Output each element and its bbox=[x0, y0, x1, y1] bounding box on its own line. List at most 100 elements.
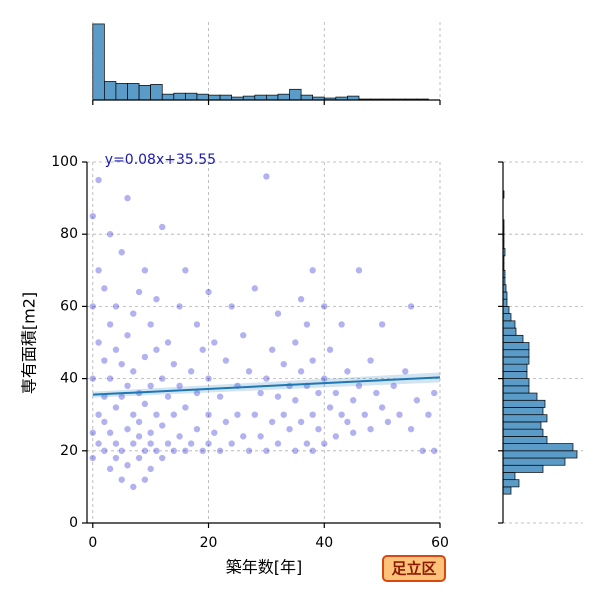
histogram-bar bbox=[502, 486, 512, 495]
point bbox=[94, 338, 103, 347]
point bbox=[251, 410, 259, 419]
point bbox=[216, 392, 224, 401]
point bbox=[88, 212, 97, 220]
histogram-bar bbox=[502, 399, 546, 408]
point bbox=[117, 248, 126, 257]
point bbox=[308, 410, 317, 419]
point bbox=[141, 475, 149, 484]
point bbox=[349, 396, 357, 405]
histogram-bar bbox=[502, 334, 524, 343]
point bbox=[100, 418, 109, 426]
point bbox=[112, 403, 120, 412]
point bbox=[100, 446, 109, 455]
point bbox=[239, 432, 248, 441]
histogram-bar bbox=[502, 371, 528, 379]
point bbox=[146, 320, 155, 329]
point bbox=[146, 428, 155, 437]
point bbox=[303, 320, 311, 329]
point bbox=[343, 367, 352, 376]
point bbox=[146, 439, 155, 448]
point bbox=[279, 410, 288, 419]
point bbox=[123, 382, 132, 390]
point bbox=[106, 428, 114, 437]
point bbox=[88, 454, 97, 462]
point bbox=[314, 389, 323, 397]
point bbox=[129, 367, 138, 376]
annotation: y=0.08x+35.55 bbox=[105, 152, 216, 168]
point bbox=[297, 295, 305, 303]
point bbox=[181, 403, 190, 412]
point bbox=[88, 428, 97, 437]
point bbox=[245, 446, 253, 455]
y-tick-label: 100 bbox=[51, 154, 78, 170]
histogram-bar bbox=[502, 414, 548, 423]
point bbox=[204, 288, 213, 296]
point bbox=[233, 410, 242, 419]
point bbox=[117, 360, 126, 368]
point bbox=[222, 356, 230, 365]
histogram-bar bbox=[502, 356, 530, 365]
point bbox=[129, 410, 138, 419]
histogram-bar bbox=[502, 342, 530, 351]
histogram-bar bbox=[300, 94, 314, 101]
point bbox=[164, 439, 172, 448]
point bbox=[320, 374, 329, 383]
histogram-bar bbox=[185, 92, 198, 101]
histogram-bar bbox=[502, 363, 528, 372]
histogram-bar bbox=[502, 464, 544, 473]
point bbox=[256, 389, 265, 397]
point bbox=[141, 446, 149, 455]
point bbox=[123, 331, 132, 340]
point bbox=[366, 425, 375, 433]
point bbox=[227, 302, 236, 311]
point bbox=[285, 425, 294, 433]
histogram-bar bbox=[161, 93, 175, 101]
point bbox=[210, 338, 219, 347]
histogram-bar bbox=[277, 93, 290, 101]
point bbox=[181, 446, 190, 455]
point bbox=[141, 266, 149, 275]
point bbox=[343, 418, 352, 426]
point bbox=[193, 320, 201, 329]
point bbox=[320, 302, 329, 311]
point bbox=[112, 454, 120, 462]
point bbox=[372, 389, 381, 397]
point bbox=[279, 360, 288, 368]
point bbox=[274, 392, 282, 401]
point bbox=[389, 382, 398, 390]
histogram-bar bbox=[502, 457, 566, 466]
point bbox=[175, 382, 184, 390]
point bbox=[152, 446, 161, 455]
point bbox=[112, 439, 120, 448]
point bbox=[141, 353, 149, 361]
point bbox=[112, 302, 120, 311]
histogram-bar bbox=[502, 421, 542, 430]
histogram-bar bbox=[502, 479, 520, 488]
point bbox=[117, 446, 126, 455]
point bbox=[187, 367, 195, 376]
point bbox=[181, 266, 190, 275]
histogram-bar bbox=[92, 23, 105, 101]
point bbox=[355, 266, 363, 275]
point bbox=[262, 446, 271, 455]
point bbox=[222, 418, 230, 426]
x-tick-label: 20 bbox=[200, 535, 218, 551]
y-axis-label: 専有面積[m2] bbox=[20, 292, 39, 394]
point bbox=[378, 403, 386, 412]
point bbox=[158, 223, 167, 231]
x-tick-label: 40 bbox=[315, 535, 333, 551]
badge-box bbox=[382, 555, 446, 582]
point bbox=[308, 356, 317, 365]
point bbox=[204, 439, 213, 448]
point bbox=[349, 428, 357, 437]
point bbox=[88, 302, 97, 311]
point bbox=[204, 410, 213, 419]
point bbox=[268, 418, 276, 426]
point bbox=[337, 320, 346, 329]
point bbox=[141, 400, 149, 408]
point bbox=[158, 421, 167, 430]
point bbox=[291, 338, 300, 347]
y-tick-label: 60 bbox=[60, 298, 78, 314]
point bbox=[123, 461, 132, 470]
